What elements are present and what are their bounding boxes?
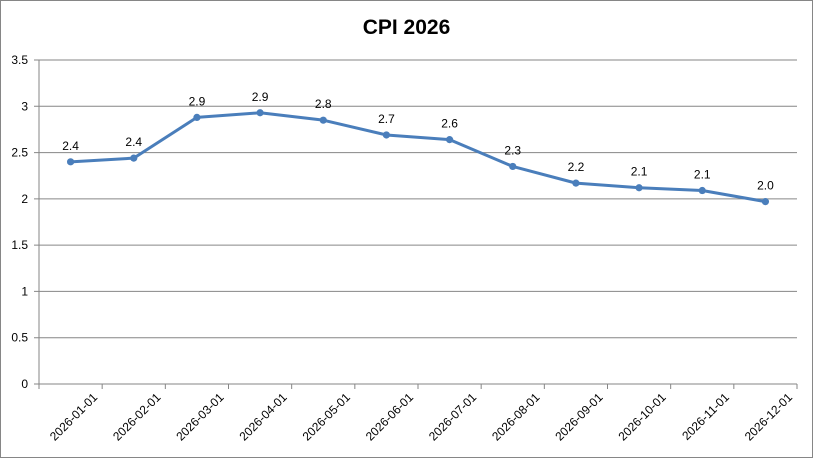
data-label: 2.2 (568, 160, 585, 174)
data-point (66, 158, 75, 166)
data-point (130, 154, 138, 162)
x-tick-label: 2026-11-01 (679, 390, 732, 443)
x-tick-label: 2026-08-01 (489, 390, 543, 444)
data-label: 2.7 (378, 112, 395, 126)
data-point (382, 131, 391, 139)
series-line (70, 111, 766, 204)
chart-title: CPI 2026 (362, 16, 451, 39)
x-tick-label: 2026-06-01 (363, 390, 417, 444)
x-tick-label: 2026-12-01 (742, 390, 796, 444)
y-tick-label: 2 (21, 192, 28, 206)
y-tick-label: 0.5 (11, 331, 28, 345)
data-point (761, 198, 770, 206)
x-tick-label: 2026-05-01 (300, 390, 354, 444)
data-point (193, 113, 201, 121)
y-tick-label: 1.5 (11, 238, 28, 252)
data-point (698, 186, 706, 195)
data-point (635, 184, 643, 192)
data-point (445, 136, 454, 144)
data-point (319, 116, 327, 124)
x-tick-label: 2026-10-01 (615, 390, 669, 444)
x-tick-label: 2026-03-01 (173, 390, 227, 444)
data-point (256, 109, 264, 117)
data-label: 2.4 (62, 139, 79, 153)
data-point (572, 179, 580, 187)
y-tick-label: 2.5 (11, 146, 28, 160)
x-tick-label: 2026-04-01 (236, 390, 290, 444)
y-tick-label: 1 (21, 284, 28, 298)
data-label: 2.0 (757, 179, 774, 193)
data-label: 2.1 (694, 168, 711, 182)
x-tick-label: 2026-01-01 (47, 390, 101, 444)
x-tick-label: 2026-09-01 (552, 390, 606, 444)
y-tick-label: 3.5 (11, 53, 28, 67)
data-label: 2.1 (631, 165, 648, 179)
data-label: 2.9 (189, 94, 206, 108)
data-point (509, 162, 517, 171)
data-label: 2.6 (441, 117, 458, 131)
x-tick-label: 2026-02-01 (110, 390, 164, 444)
data-label: 2.8 (315, 97, 332, 111)
data-label: 2.9 (252, 90, 269, 104)
y-tick-label: 0 (21, 377, 28, 391)
data-label: 2.4 (125, 135, 142, 149)
x-tick-label: 2026-07-01 (426, 390, 480, 444)
data-label: 2.3 (504, 143, 521, 157)
y-tick-label: 3 (21, 99, 28, 113)
